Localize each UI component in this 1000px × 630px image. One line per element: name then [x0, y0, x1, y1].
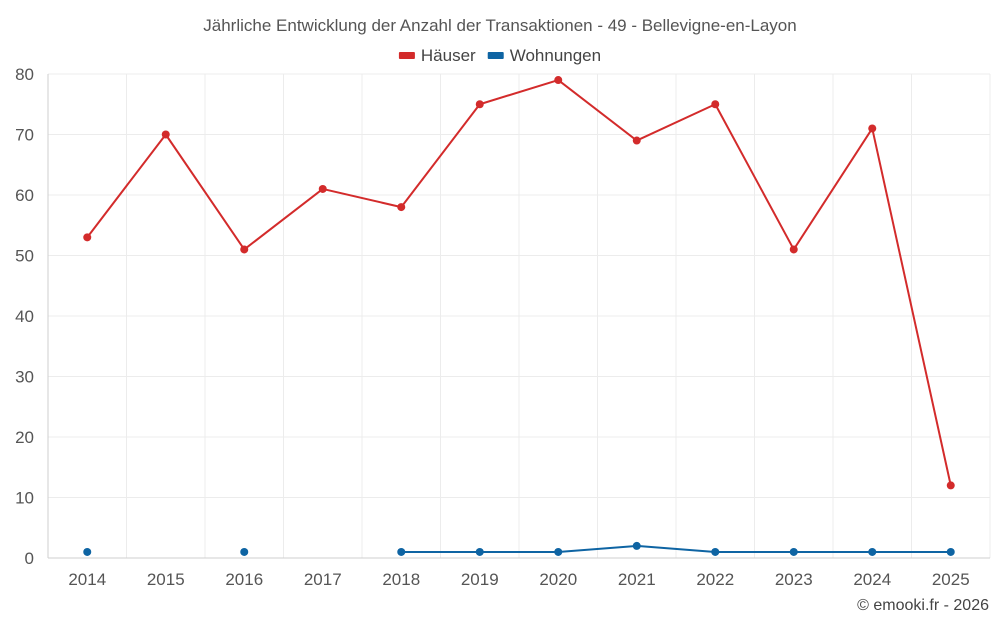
x-tick-label: 2024 [853, 570, 891, 589]
x-tick-label: 2023 [775, 570, 813, 589]
x-tick-label: 2017 [304, 570, 342, 589]
x-axis: 2014 2015 2016 2017 2018 2019 2020 2021 2022 2023… [68, 570, 969, 589]
series-0 [83, 76, 955, 490]
series-1 [83, 541, 955, 556]
legend-item-0[interactable]: Häuser [398, 46, 476, 65]
legend: Häuser Wohnungen [398, 46, 601, 65]
x-tick-label: 2015 [147, 570, 185, 589]
x-tick-label: 2014 [68, 570, 106, 589]
y-tick-label: 40 [15, 307, 34, 326]
legend-label: Wohnungen [510, 46, 601, 65]
data-point[interactable] [711, 100, 720, 109]
data-point[interactable] [554, 547, 563, 556]
x-tick-label: 2025 [932, 570, 970, 589]
data-point[interactable] [711, 547, 720, 556]
x-tick-label: 2021 [618, 570, 656, 589]
y-tick-label: 10 [15, 489, 34, 508]
data-point[interactable] [240, 245, 249, 254]
y-tick-label: 60 [15, 186, 34, 205]
legend-item-1[interactable]: Wohnungen [487, 46, 601, 65]
data-point[interactable] [632, 136, 641, 145]
y-tick-label: 70 [15, 126, 34, 145]
y-tick-label: 30 [15, 368, 34, 387]
y-tick-label: 20 [15, 428, 34, 447]
data-point[interactable] [554, 76, 563, 85]
legend-label: Häuser [421, 46, 476, 65]
data-point[interactable] [632, 541, 641, 550]
grid-lines [47, 73, 991, 559]
data-point[interactable] [240, 547, 249, 556]
series-line [86, 79, 952, 486]
x-tick-label: 2016 [225, 570, 263, 589]
credit-text: © emooki.fr - 2026 [857, 597, 989, 614]
data-point[interactable] [318, 184, 327, 193]
series-line [401, 544, 951, 553]
data-point[interactable] [83, 547, 92, 556]
x-tick-label: 2019 [461, 570, 499, 589]
y-tick-label: 50 [15, 247, 34, 266]
chart-title: Jährliche Entwicklung der Anzahl der Tra… [203, 16, 796, 35]
data-point[interactable] [475, 547, 484, 556]
data-point[interactable] [83, 233, 92, 242]
y-axis: 0 10 20 30 40 50 60 70 80 [15, 65, 34, 568]
data-point[interactable] [475, 100, 484, 109]
data-point[interactable] [789, 245, 798, 254]
y-tick-label: 0 [25, 549, 34, 568]
data-point[interactable] [868, 124, 877, 133]
x-tick-label: 2022 [696, 570, 734, 589]
data-point[interactable] [946, 481, 955, 490]
data-point[interactable] [868, 547, 877, 556]
data-point[interactable] [161, 130, 170, 139]
data-point[interactable] [397, 547, 406, 556]
x-tick-label: 2018 [382, 570, 420, 589]
data-point[interactable] [946, 547, 955, 556]
series-layer [83, 76, 955, 556]
data-point[interactable] [397, 203, 406, 212]
legend-swatch [398, 52, 415, 59]
x-tick-label: 2020 [539, 570, 577, 589]
y-tick-label: 80 [15, 65, 34, 84]
data-point[interactable] [789, 547, 798, 556]
legend-swatch [487, 52, 504, 59]
